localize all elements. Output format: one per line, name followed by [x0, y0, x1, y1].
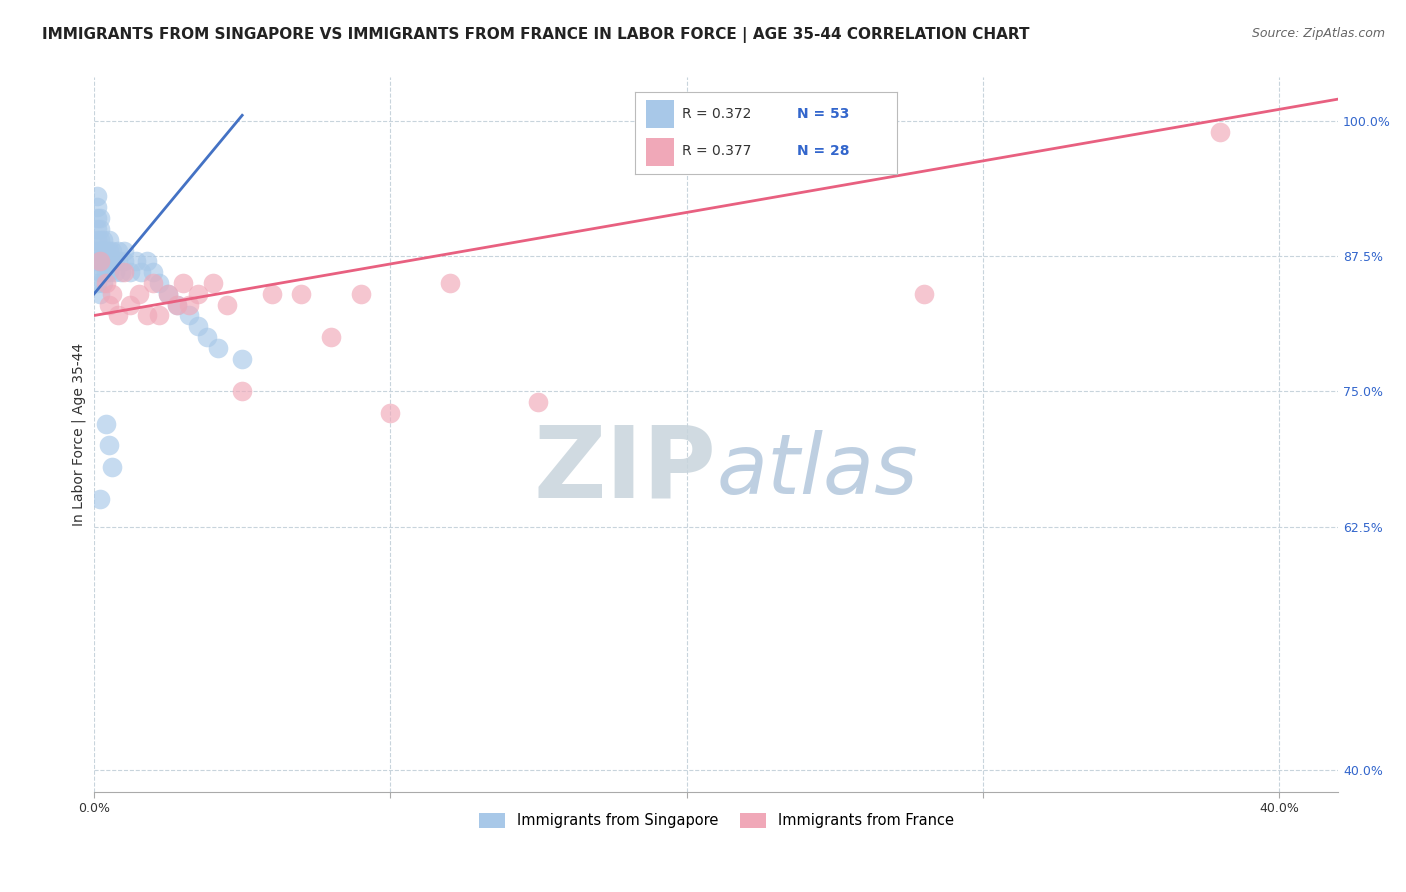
Point	[86, 254, 108, 268]
Point	[91, 254, 114, 268]
Point	[86, 189, 108, 203]
Point	[290, 286, 312, 301]
Point	[128, 286, 150, 301]
Point	[110, 265, 132, 279]
Point	[107, 254, 129, 268]
Point	[136, 254, 159, 268]
Point	[207, 341, 229, 355]
Point	[94, 244, 117, 258]
Point	[231, 351, 253, 366]
Point	[260, 286, 283, 301]
Point	[86, 200, 108, 214]
Point	[89, 254, 111, 268]
Text: IMMIGRANTS FROM SINGAPORE VS IMMIGRANTS FROM FRANCE IN LABOR FORCE | AGE 35-44 C: IMMIGRANTS FROM SINGAPORE VS IMMIGRANTS …	[42, 27, 1029, 43]
Point	[91, 233, 114, 247]
Point	[118, 298, 141, 312]
Point	[91, 276, 114, 290]
Point	[91, 265, 114, 279]
Point	[89, 492, 111, 507]
Point	[104, 265, 127, 279]
Point	[97, 244, 120, 258]
Point	[86, 276, 108, 290]
Point	[107, 244, 129, 258]
Point	[112, 254, 135, 268]
Point	[217, 298, 239, 312]
Point	[101, 254, 124, 268]
Point	[86, 222, 108, 236]
Point	[157, 286, 180, 301]
Point	[131, 265, 153, 279]
Text: Source: ZipAtlas.com: Source: ZipAtlas.com	[1251, 27, 1385, 40]
Point	[201, 276, 224, 290]
Y-axis label: In Labor Force | Age 35-44: In Labor Force | Age 35-44	[72, 343, 86, 526]
Point	[118, 265, 141, 279]
Point	[142, 276, 165, 290]
Point	[166, 298, 188, 312]
Point	[527, 395, 550, 409]
Point	[148, 276, 170, 290]
Point	[94, 265, 117, 279]
Point	[912, 286, 935, 301]
Point	[89, 265, 111, 279]
Point	[94, 417, 117, 431]
Point	[86, 233, 108, 247]
Point	[89, 211, 111, 226]
Point	[97, 233, 120, 247]
Point	[97, 438, 120, 452]
Point	[97, 298, 120, 312]
Point	[195, 330, 218, 344]
Text: atlas: atlas	[716, 430, 918, 511]
Point	[157, 286, 180, 301]
Point	[166, 298, 188, 312]
Point	[112, 244, 135, 258]
Point	[231, 384, 253, 399]
Point	[89, 244, 111, 258]
Point	[124, 254, 146, 268]
Point	[187, 286, 209, 301]
Point	[91, 244, 114, 258]
Point	[104, 254, 127, 268]
Text: ZIP: ZIP	[533, 422, 716, 519]
Point	[380, 406, 402, 420]
Point	[319, 330, 342, 344]
Point	[94, 254, 117, 268]
Point	[148, 309, 170, 323]
Point	[97, 265, 120, 279]
Point	[86, 211, 108, 226]
Point	[101, 244, 124, 258]
Point	[177, 298, 200, 312]
Point	[1209, 124, 1232, 138]
Point	[439, 276, 461, 290]
Point	[172, 276, 194, 290]
Point	[136, 309, 159, 323]
Point	[101, 460, 124, 475]
Point	[89, 254, 111, 268]
Point	[187, 319, 209, 334]
Point	[142, 265, 165, 279]
Point	[97, 254, 120, 268]
Legend: Immigrants from Singapore, Immigrants from France: Immigrants from Singapore, Immigrants fr…	[472, 807, 959, 834]
Point	[89, 233, 111, 247]
Point	[86, 244, 108, 258]
Point	[94, 276, 117, 290]
Point	[89, 222, 111, 236]
Point	[89, 286, 111, 301]
Point	[101, 286, 124, 301]
Point	[350, 286, 373, 301]
Point	[112, 265, 135, 279]
Point	[177, 309, 200, 323]
Point	[107, 309, 129, 323]
